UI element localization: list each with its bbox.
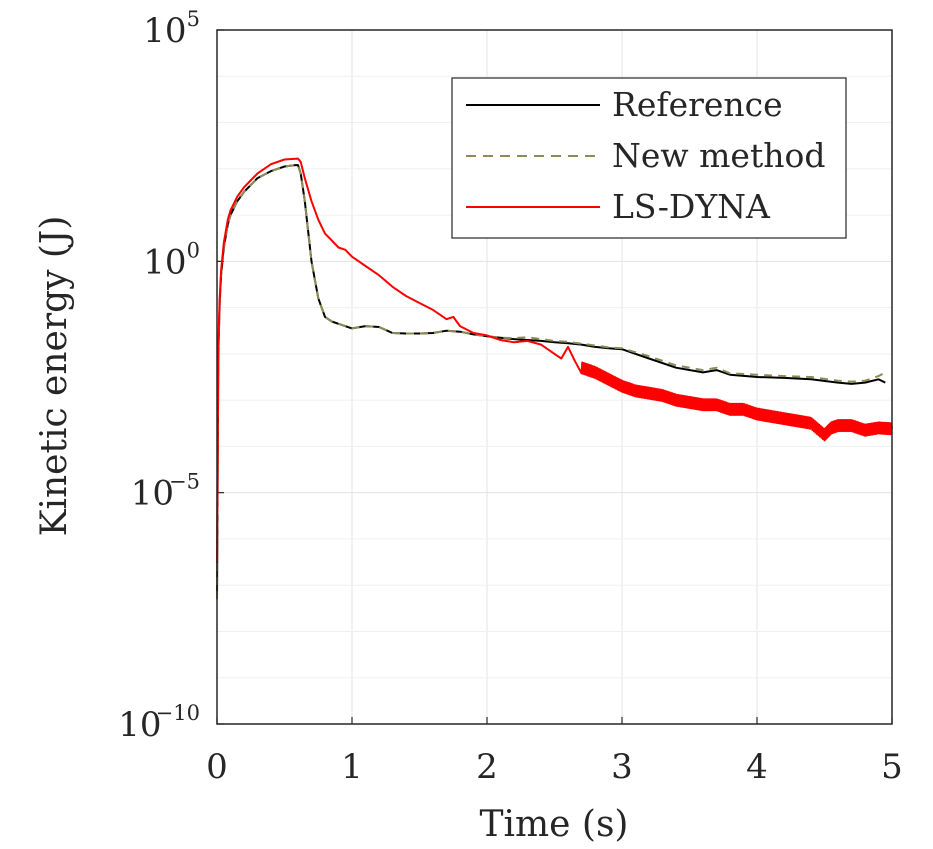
series-line-new-method: [216, 164, 886, 600]
legend-label-new-method: New method: [612, 136, 825, 175]
series-line-ls-dyna: [216, 157, 893, 563]
y-tick-base: 10: [131, 474, 174, 514]
y-axis-label: Kinetic energy (J): [34, 216, 75, 537]
y-tick-exponent: −10: [156, 701, 200, 725]
x-tick-label: 0: [206, 747, 228, 787]
x-axis-label: Time (s): [480, 804, 629, 845]
x-tick-label: 3: [611, 747, 633, 787]
y-tick-exponent: −5: [169, 470, 200, 494]
y-tick-base: 10: [143, 11, 186, 51]
y-tick-base: 10: [118, 705, 161, 745]
plot-frame: [216, 29, 893, 725]
legend: Reference New method LS-DYNA: [451, 77, 847, 239]
legend-label-ls-dyna: LS-DYNA: [612, 187, 771, 226]
y-tick-exponent: 0: [187, 238, 200, 262]
y-tick-exponent: 5: [187, 7, 200, 31]
legend-label-reference: Reference: [612, 85, 783, 124]
x-tick-label: 5: [881, 747, 903, 787]
x-tick-label: 2: [476, 747, 498, 787]
series-lines: [216, 157, 893, 600]
y-tick-label: −510: [131, 470, 200, 514]
x-tick-label: 1: [341, 747, 363, 787]
y-tick-base: 10: [143, 242, 186, 282]
y-tick-label: 010: [143, 238, 200, 282]
x-tick-labels: 0 1 2 3 4 5: [206, 747, 903, 787]
x-tick-label: 4: [746, 747, 768, 787]
y-tick-label: 510: [143, 7, 200, 51]
